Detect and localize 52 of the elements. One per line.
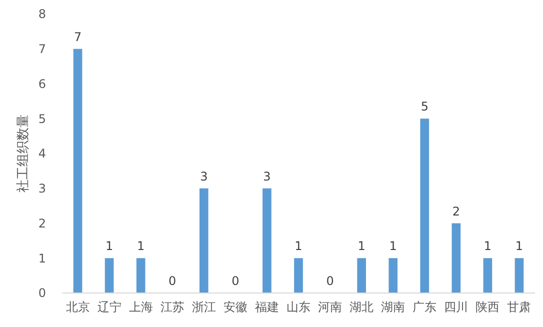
y-tick-label: 8 <box>38 7 46 22</box>
bar <box>136 258 146 293</box>
bar <box>262 188 272 293</box>
data-label: 1 <box>389 239 397 254</box>
data-label: 0 <box>326 274 334 288</box>
data-label: 0 <box>168 274 176 288</box>
y-tick-label: 6 <box>38 76 46 91</box>
x-tick-label: 湖北 <box>350 300 374 314</box>
y-tick-label: 2 <box>38 216 46 230</box>
data-label: 3 <box>263 169 271 184</box>
bar <box>483 258 492 293</box>
x-tick-label: 四川 <box>444 300 468 314</box>
bar <box>420 118 430 293</box>
bar <box>294 258 303 293</box>
x-tick-label: 湖南 <box>381 300 406 314</box>
y-tick-label: 0 <box>38 286 46 300</box>
bar <box>104 258 114 293</box>
bar <box>199 188 208 293</box>
x-tick-label: 陕西 <box>476 300 500 314</box>
data-label: 1 <box>105 239 114 254</box>
x-tick-label: 甘肃 <box>507 300 532 314</box>
data-label: 1 <box>294 239 302 254</box>
x-tick-label: 安徽 <box>223 300 248 314</box>
x-tick-label: 河南 <box>318 300 342 314</box>
bar <box>357 258 366 293</box>
x-tick-label: 浙江 <box>192 300 216 314</box>
data-label: 1 <box>515 239 524 254</box>
bar <box>514 258 524 293</box>
data-label: 5 <box>420 100 428 114</box>
data-label: 1 <box>484 239 492 254</box>
data-label: 1 <box>137 239 145 254</box>
x-tick-label: 江苏 <box>160 300 184 314</box>
y-tick-label: 1 <box>38 251 46 266</box>
data-label: 0 <box>232 274 240 288</box>
y-axis-title: 社工组织数量 <box>16 114 31 192</box>
data-label: 1 <box>358 239 366 254</box>
bar <box>73 48 82 293</box>
x-tick-label: 北京 <box>66 300 90 314</box>
x-tick-label: 山东 <box>286 300 310 314</box>
data-label: 3 <box>200 169 208 184</box>
x-tick-label: 辽宁 <box>97 300 122 314</box>
x-tick-label: 上海 <box>128 300 153 314</box>
y-tick-label: 5 <box>38 112 46 126</box>
bar <box>452 223 461 293</box>
y-tick-label: 7 <box>38 42 46 56</box>
bar <box>388 258 398 293</box>
data-label: 7 <box>74 30 82 44</box>
y-tick-label: 3 <box>38 182 46 196</box>
data-label: 2 <box>452 204 460 218</box>
y-tick-label: 4 <box>38 146 46 161</box>
x-tick-label: 福建 <box>254 300 279 314</box>
x-tick-label: 广东 <box>412 300 437 314</box>
